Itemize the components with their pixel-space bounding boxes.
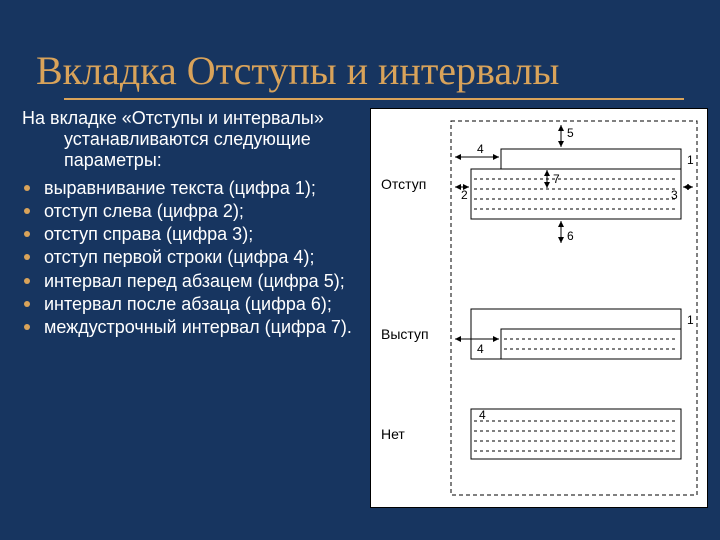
- list-item: выравнивание текста (цифра 1);: [22, 178, 352, 199]
- list-item: интервал перед абзацем (цифра 5);: [22, 271, 352, 292]
- svg-text:6: 6: [567, 229, 574, 243]
- intro-text: На вкладке «Отступы и интервалы» устанав…: [22, 108, 352, 172]
- list-item: междустрочный интервал (цифра 7).: [22, 317, 352, 338]
- list-item: интервал после абзаца (цифра 6);: [22, 294, 352, 315]
- svg-text:3: 3: [671, 188, 678, 202]
- slide: Вкладка Отступы и интервалы На вкладке «…: [0, 0, 720, 540]
- svg-text:1: 1: [687, 313, 694, 327]
- list-item: отступ слева (цифра 2);: [22, 201, 352, 222]
- svg-text:5: 5: [567, 126, 574, 140]
- svg-text:Выступ: Выступ: [381, 326, 429, 342]
- list-item: отступ первой строки (цифра 4);: [22, 247, 352, 268]
- diagram-figure: Отступ 4 2 3 5 6 7 1 Выступ 4 1 Нет 4: [370, 108, 708, 508]
- svg-text:Отступ: Отступ: [381, 176, 426, 192]
- svg-text:Нет: Нет: [381, 426, 405, 442]
- svg-text:4: 4: [477, 342, 484, 356]
- svg-text:2: 2: [461, 188, 468, 202]
- svg-text:1: 1: [687, 153, 694, 167]
- svg-text:4: 4: [479, 408, 486, 422]
- slide-title: Вкладка Отступы и интервалы: [36, 47, 700, 100]
- diagram-svg: Отступ 4 2 3 5 6 7 1 Выступ 4 1 Нет 4: [371, 109, 707, 507]
- svg-text:4: 4: [477, 142, 484, 156]
- title-underline: [64, 98, 684, 100]
- svg-text:7: 7: [553, 172, 560, 186]
- text-content: На вкладке «Отступы и интервалы» устанав…: [22, 108, 352, 340]
- bullet-list: выравнивание текста (цифра 1); отступ сл…: [22, 178, 352, 339]
- list-item: отступ справа (цифра 3);: [22, 224, 352, 245]
